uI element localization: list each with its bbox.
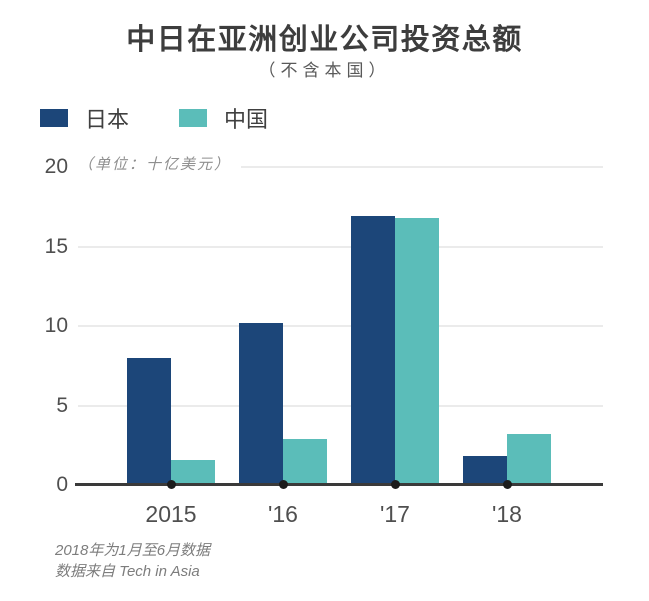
footnote-line-2: 数据来自 Tech in Asia <box>55 563 200 580</box>
legend-label-china: 中国 <box>224 107 269 132</box>
gridline-5 <box>78 404 603 407</box>
axis-tick-dot-2015 <box>166 480 176 489</box>
axis-tick-dot-16 <box>278 480 288 489</box>
axis-tick-dot-18 <box>502 480 512 489</box>
bar-china-16 <box>283 438 327 485</box>
bar-japan-16 <box>239 322 283 485</box>
plot-area <box>75 166 603 489</box>
x-tick-label-17: '17 <box>380 501 410 527</box>
legend-item-china: 中国 <box>179 102 268 134</box>
bar-japan-17 <box>351 216 395 485</box>
footnote: 2018年为1月至6月数据 数据来自 Tech in Asia <box>55 540 210 582</box>
legend: 日本 中国 <box>40 102 268 134</box>
bar-japan-2015 <box>127 357 171 485</box>
bar-china-17 <box>395 217 439 485</box>
bar-china-18 <box>507 434 551 485</box>
legend-item-japan: 日本 <box>40 102 129 134</box>
x-tick-label-18: '18 <box>492 501 522 527</box>
china-color-swatch <box>179 109 208 127</box>
y-tick-label-5: 5 <box>56 393 68 417</box>
y-tick-label-20: 20 <box>44 155 68 178</box>
y-tick-label-10: 10 <box>44 314 68 337</box>
legend-label-japan: 日本 <box>85 107 130 132</box>
chart-title: 中日在亚洲创业公司投资总额 <box>126 24 523 56</box>
bar-china-2015 <box>171 459 215 485</box>
y-tick-label-15: 15 <box>44 234 68 258</box>
x-tick-label-16: '16 <box>268 501 298 527</box>
x-tick-label-2015: 2015 <box>145 501 197 527</box>
y-axis-unit-label: （单位：十亿美元） <box>78 153 242 174</box>
footnote-line-1: 2018年为1月至6月数据 <box>55 542 211 559</box>
gridline-15 <box>78 245 603 248</box>
gridline-10 <box>78 325 603 327</box>
y-tick-label-0: 0 <box>56 473 68 496</box>
bar-japan-18 <box>463 456 507 485</box>
x-axis-line <box>75 483 603 486</box>
axis-tick-dot-17 <box>390 480 400 489</box>
japan-color-swatch <box>40 109 68 127</box>
gridline-20 <box>78 166 603 168</box>
chart-subtitle: （不含本国） <box>258 61 391 80</box>
